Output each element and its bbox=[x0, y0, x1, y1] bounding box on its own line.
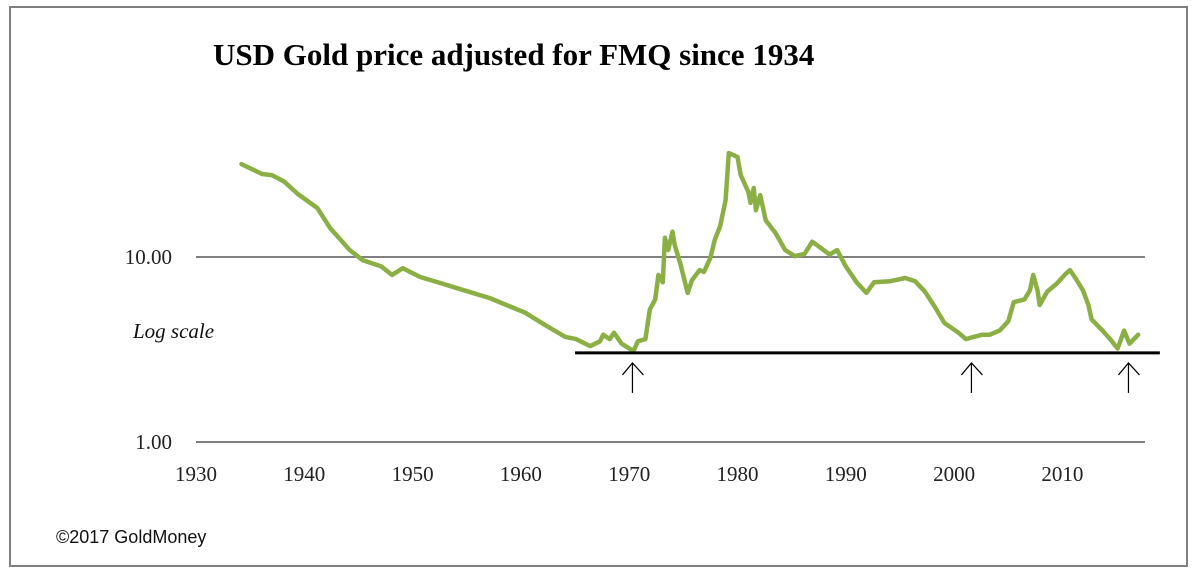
x-tick-label: 1930 bbox=[175, 462, 217, 486]
up-arrow-icon bbox=[1118, 362, 1140, 393]
arrow-head bbox=[1118, 362, 1140, 376]
log-scale-note: Log scale bbox=[132, 319, 214, 343]
x-tick-label: 1960 bbox=[500, 462, 542, 486]
series-line-gold-price bbox=[239, 150, 1141, 354]
x-tick-label: 1950 bbox=[392, 462, 434, 486]
y-tick-label: 10.00 bbox=[125, 245, 172, 269]
y-axis-ticks: 1.00 10.00 bbox=[125, 245, 172, 454]
chart-title: USD Gold price adjusted for FMQ since 19… bbox=[213, 37, 814, 72]
x-tick-label: 1990 bbox=[825, 462, 867, 486]
x-tick-label: 2000 bbox=[933, 462, 975, 486]
copyright-footer: ©2017 GoldMoney bbox=[56, 527, 206, 547]
chart-frame bbox=[9, 6, 1188, 567]
up-arrow-icon bbox=[621, 362, 644, 393]
arrow-annotations bbox=[621, 362, 1140, 393]
x-axis-ticks: 1930 1940 1950 1960 1970 1980 1990 2000 2010 bbox=[175, 462, 1083, 486]
x-tick-label: 1970 bbox=[608, 462, 650, 486]
gridlines bbox=[196, 256, 1145, 443]
x-tick-label: 1980 bbox=[717, 462, 759, 486]
arrow-head bbox=[621, 362, 644, 376]
up-arrow-icon bbox=[960, 362, 983, 393]
arrow-head bbox=[960, 362, 983, 376]
y-tick-label: 1.00 bbox=[135, 430, 172, 454]
x-tick-label: 2010 bbox=[1041, 462, 1083, 486]
x-tick-label: 1940 bbox=[283, 462, 325, 486]
